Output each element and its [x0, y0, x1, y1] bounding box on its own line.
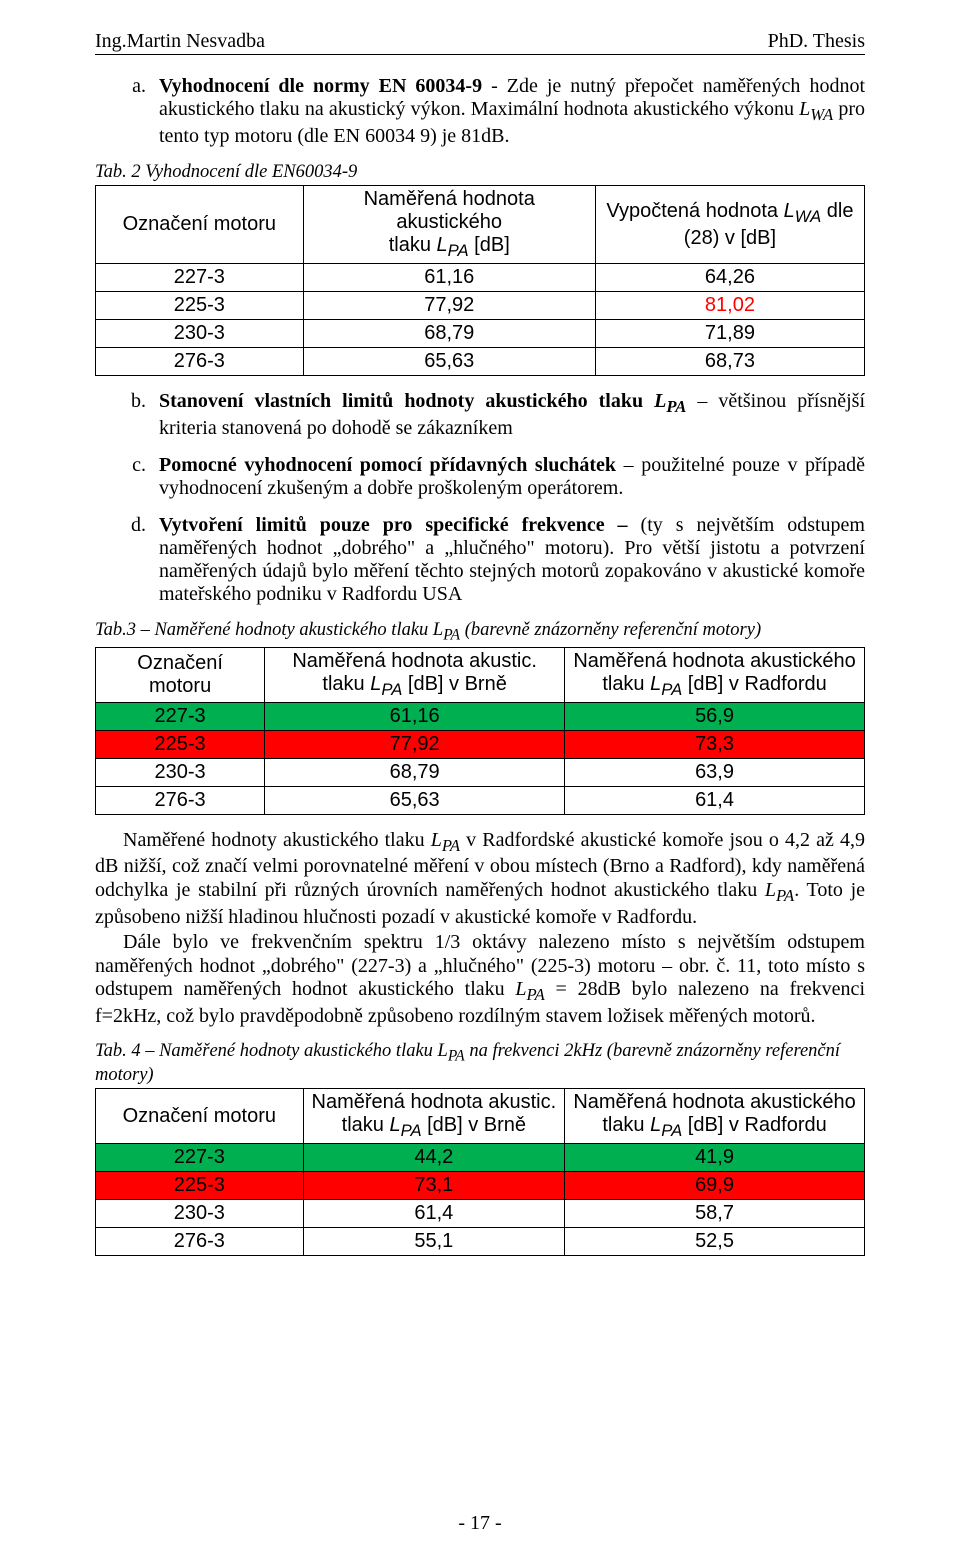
table-row: 227-361,1664,26: [96, 264, 865, 292]
cell-brno: 61,4: [303, 1200, 564, 1228]
cell-radford: 58,7: [565, 1200, 865, 1228]
tab3-caption: Tab.3 – Naměřené hodnoty akustického tla…: [95, 620, 865, 645]
cell-brno: 55,1: [303, 1228, 564, 1256]
tab2-caption: Tab. 2 Vyhodnocení dle EN60034-9: [95, 162, 865, 183]
cell-lwa: 64,26: [595, 264, 864, 292]
section-b-bold: Stanovení vlastních limitů hodnoty akust…: [159, 390, 686, 412]
cell-motor: 227-3: [96, 264, 304, 292]
cell-lwa: 68,73: [595, 348, 864, 376]
cell-motor: 276-3: [96, 1228, 304, 1256]
page-number: - 17 -: [0, 1512, 960, 1535]
cell-motor: 230-3: [96, 1200, 304, 1228]
table-row: 225-373,169,9: [96, 1172, 865, 1200]
table-row: 276-365,6368,73: [96, 348, 865, 376]
cell-brno: 61,16: [265, 702, 565, 730]
section-d: Vytvoření limitů pouze pro specifické fr…: [151, 514, 865, 606]
sections-list: Vyhodnocení dle normy EN 60034-9 - Zde j…: [95, 75, 865, 148]
header-title: PhD. Thesis: [768, 30, 865, 53]
table-row: 225-377,9273,3: [96, 730, 865, 758]
section-a-bold: Vyhodnocení dle normy EN 60034-9: [159, 75, 482, 97]
tab4-h2: Naměřená hodnota akustic. tlaku LPA [dB]…: [303, 1089, 564, 1144]
cell-motor: 225-3: [96, 1172, 304, 1200]
tab2-h3: Vypočtená hodnota LWA dle (28) v [dB]: [595, 186, 864, 264]
tab4-table: Označení motoru Naměřená hodnota akustic…: [95, 1088, 865, 1256]
cell-lpa: 65,63: [303, 348, 595, 376]
tab4-caption: Tab. 4 – Naměřené hodnoty akustického tl…: [95, 1041, 865, 1087]
cell-radford: 73,3: [565, 730, 865, 758]
section-d-bold: Vytvoření limitů pouze pro specifické fr…: [159, 514, 641, 536]
tab3-h1: Označení motoru: [96, 647, 265, 702]
table-row: 227-344,241,9: [96, 1144, 865, 1172]
cell-lpa: 68,79: [303, 320, 595, 348]
cell-radford: 56,9: [565, 702, 865, 730]
cell-lpa: 61,16: [303, 264, 595, 292]
cell-radford: 63,9: [565, 758, 865, 786]
table-row: 225-377,9281,02: [96, 292, 865, 320]
section-a: Vyhodnocení dle normy EN 60034-9 - Zde j…: [151, 75, 865, 148]
table-row: 230-368,7971,89: [96, 320, 865, 348]
paragraph-2: Dále bylo ve frekvenčním spektru 1/3 okt…: [95, 931, 865, 1028]
tab2-h1: Označení motoru: [96, 186, 304, 264]
lwa-symbol: LWA: [799, 98, 833, 120]
paragraph-1: Naměřené hodnoty akustického tlaku LPA v…: [95, 829, 865, 930]
cell-motor: 225-3: [96, 730, 265, 758]
cell-motor: 276-3: [96, 348, 304, 376]
cell-radford: 61,4: [565, 786, 865, 814]
tab2-table: Označení motoru Naměřená hodnota akustic…: [95, 185, 865, 376]
cell-brno: 73,1: [303, 1172, 564, 1200]
cell-brno: 77,92: [265, 730, 565, 758]
cell-radford: 69,9: [565, 1172, 865, 1200]
cell-lwa: 71,89: [595, 320, 864, 348]
header-author: Ing.Martin Nesvadba: [95, 30, 265, 53]
cell-motor: 227-3: [96, 702, 265, 730]
page: Ing.Martin Nesvadba PhD. Thesis Vyhodnoc…: [0, 0, 960, 1555]
tab3-table: Označení motoru Naměřená hodnota akustic…: [95, 647, 865, 815]
cell-motor: 227-3: [96, 1144, 304, 1172]
running-header: Ing.Martin Nesvadba PhD. Thesis: [95, 30, 865, 55]
cell-brno: 65,63: [265, 786, 565, 814]
section-c-bold: Pomocné vyhodnocení pomocí přídavných sl…: [159, 454, 616, 476]
tab3-h2: Naměřená hodnota akustic. tlaku LPA [dB]…: [265, 647, 565, 702]
table-row: 227-361,1656,9: [96, 702, 865, 730]
cell-radford: 52,5: [565, 1228, 865, 1256]
section-c: Pomocné vyhodnocení pomocí přídavných sl…: [151, 454, 865, 500]
cell-lpa: 77,92: [303, 292, 595, 320]
table-row: 276-365,6361,4: [96, 786, 865, 814]
cell-brno: 68,79: [265, 758, 565, 786]
cell-brno: 44,2: [303, 1144, 564, 1172]
sections-list-2: Stanovení vlastních limitů hodnoty akust…: [95, 390, 865, 606]
cell-motor: 225-3: [96, 292, 304, 320]
tab4-h1: Označení motoru: [96, 1089, 304, 1144]
tab4-h3: Naměřená hodnota akustického tlaku LPA […: [565, 1089, 865, 1144]
table-row: 230-368,7963,9: [96, 758, 865, 786]
table-row: 230-361,458,7: [96, 1200, 865, 1228]
cell-motor: 230-3: [96, 320, 304, 348]
cell-radford: 41,9: [565, 1144, 865, 1172]
cell-motor: 276-3: [96, 786, 265, 814]
tab2-h2: Naměřená hodnota akustického tlaku LPA […: [303, 186, 595, 264]
cell-lwa: 81,02: [595, 292, 864, 320]
section-b: Stanovení vlastních limitů hodnoty akust…: [151, 390, 865, 440]
table-row: 276-355,152,5: [96, 1228, 865, 1256]
cell-motor: 230-3: [96, 758, 265, 786]
tab3-h3: Naměřená hodnota akustického tlaku LPA […: [565, 647, 865, 702]
